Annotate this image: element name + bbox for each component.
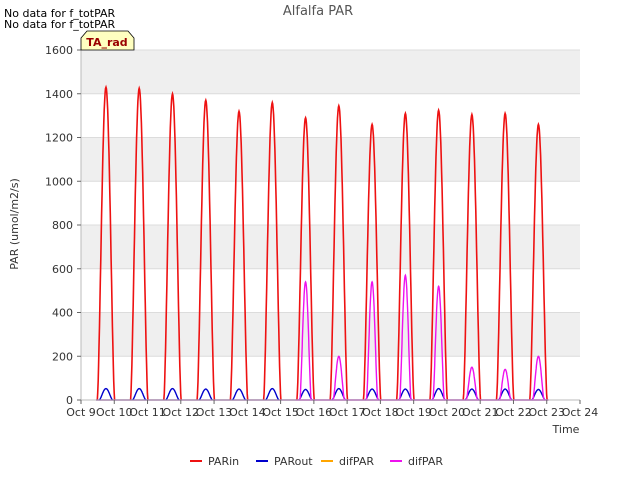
x-axis-label: Time — [552, 423, 580, 436]
x-tick-label-8: Oct 17 — [329, 406, 366, 419]
legend-label-2: difPAR — [339, 455, 374, 468]
grid-lines — [81, 49, 580, 401]
y-tick-label-800: 800 — [52, 219, 73, 232]
y-tick-label-1000: 1000 — [45, 175, 73, 188]
no-data-message-1: No data for f_totPAR — [4, 7, 116, 20]
band-200 — [81, 312, 580, 357]
band-600 — [81, 225, 580, 269]
series-line-1 — [98, 387, 546, 401]
axes: 0 200 400 600 800 1000 1200 1400 1600 Oct 9 Oct 10… — [45, 44, 598, 419]
x-tick-label-0: Oct 9 — [66, 406, 96, 419]
x-tick-label-4: Oct 13 — [196, 406, 233, 419]
badge-shape — [80, 30, 135, 51]
y-tick-label-1400: 1400 — [45, 88, 73, 101]
chart-title: Alfalfa PAR — [283, 4, 353, 19]
band-1000 — [81, 137, 580, 182]
no-data-message-2: No data for f_totPAR — [4, 18, 116, 31]
y-tick-label-1200: 1200 — [45, 132, 73, 145]
x-tick-label-12: Oct 21 — [462, 406, 499, 419]
badge-text: TA_rad — [86, 36, 127, 49]
x-tick-label-13: Oct 22 — [495, 406, 532, 419]
legend: PARin PARout difPAR difPAR — [190, 455, 443, 468]
x-tick-label-6: Oct 15 — [262, 406, 299, 419]
y-tick-label-200: 200 — [52, 350, 73, 363]
legend-label-3: difPAR — [408, 455, 443, 468]
legend-label-0: PARin — [208, 455, 239, 468]
x-tick-label-3: Oct 12 — [163, 406, 200, 419]
x-tick-label-5: Oct 14 — [229, 406, 266, 419]
series-layer — [95, 84, 549, 401]
y-tick-label-600: 600 — [52, 263, 73, 276]
x-tick-label-11: Oct 20 — [429, 406, 466, 419]
series-line-3 — [299, 273, 545, 401]
ta-rad-badge: TA_rad — [80, 30, 135, 51]
x-tick-label-2: Oct 11 — [129, 406, 166, 419]
legend-label-1: PARout — [274, 455, 313, 468]
band-1400 — [81, 50, 580, 94]
x-tick-label-7: Oct 16 — [296, 406, 333, 419]
x-tick-label-14: Oct 23 — [528, 406, 565, 419]
series-line-0 — [96, 84, 548, 401]
x-tick-label-15: Oct 24 — [562, 406, 599, 419]
x-tick-label-1: Oct 10 — [96, 406, 133, 419]
y-tick-label-0: 0 — [66, 394, 73, 407]
y-axis-label: PAR (umol/m2/s) — [8, 178, 21, 270]
x-tick-label-9: Oct 18 — [362, 406, 399, 419]
x-tick-label-10: Oct 19 — [395, 406, 432, 419]
y-tick-label-400: 400 — [52, 307, 73, 320]
y-tick-label-1600: 1600 — [45, 44, 73, 57]
